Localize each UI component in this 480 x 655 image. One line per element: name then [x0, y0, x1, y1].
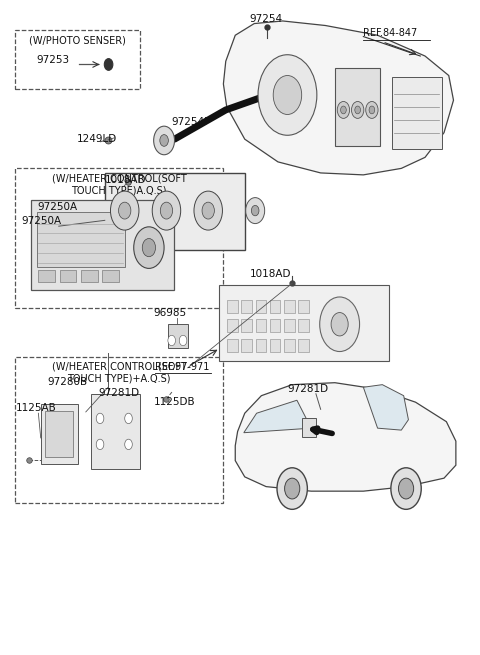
FancyBboxPatch shape [335, 67, 380, 145]
FancyBboxPatch shape [299, 319, 309, 332]
FancyBboxPatch shape [91, 394, 140, 469]
Circle shape [160, 135, 168, 146]
Text: 96985: 96985 [154, 309, 187, 318]
Text: 1125DB: 1125DB [154, 397, 195, 407]
Circle shape [152, 191, 180, 230]
Text: REF.97-971: REF.97-971 [155, 362, 209, 371]
Text: 97281D: 97281D [288, 384, 329, 394]
Polygon shape [301, 419, 316, 437]
Circle shape [252, 206, 259, 215]
FancyBboxPatch shape [227, 339, 238, 352]
Text: 97280B: 97280B [48, 377, 88, 387]
Circle shape [273, 75, 301, 115]
Circle shape [246, 198, 264, 223]
Text: 97254: 97254 [250, 14, 283, 24]
Circle shape [202, 202, 215, 219]
FancyBboxPatch shape [38, 271, 55, 282]
FancyBboxPatch shape [270, 299, 280, 312]
FancyBboxPatch shape [241, 299, 252, 312]
Circle shape [110, 191, 139, 230]
FancyBboxPatch shape [256, 339, 266, 352]
Text: 1018AD: 1018AD [250, 269, 291, 280]
FancyBboxPatch shape [299, 299, 309, 312]
FancyBboxPatch shape [168, 324, 188, 348]
FancyBboxPatch shape [270, 339, 280, 352]
Text: REF.84-847: REF.84-847 [363, 29, 418, 39]
Circle shape [337, 102, 349, 119]
Circle shape [391, 468, 421, 510]
FancyBboxPatch shape [31, 200, 174, 290]
Text: TOUCH TYPE)A.Q.S): TOUCH TYPE)A.Q.S) [71, 185, 167, 195]
Circle shape [104, 59, 113, 70]
FancyBboxPatch shape [270, 319, 280, 332]
Text: 1249LD: 1249LD [76, 134, 117, 143]
Circle shape [96, 440, 104, 449]
FancyBboxPatch shape [105, 173, 245, 250]
Circle shape [134, 227, 164, 269]
Text: (W/HEATER CONTROL(SOFT: (W/HEATER CONTROL(SOFT [52, 174, 186, 183]
Text: 97250A: 97250A [22, 216, 62, 226]
FancyBboxPatch shape [227, 299, 238, 312]
Circle shape [125, 413, 132, 424]
FancyBboxPatch shape [102, 271, 119, 282]
Text: 97254P: 97254P [171, 117, 211, 128]
Text: 1018AD: 1018AD [105, 175, 146, 185]
FancyBboxPatch shape [284, 299, 295, 312]
Text: (W/PHOTO SENSER): (W/PHOTO SENSER) [29, 35, 126, 45]
Circle shape [355, 106, 360, 114]
FancyBboxPatch shape [256, 319, 266, 332]
Text: 97250A: 97250A [37, 202, 78, 212]
Circle shape [142, 238, 156, 257]
Circle shape [331, 312, 348, 336]
FancyBboxPatch shape [284, 319, 295, 332]
Circle shape [258, 55, 317, 136]
Text: TOUCH TYPE)+A.Q.S): TOUCH TYPE)+A.Q.S) [67, 373, 171, 384]
FancyBboxPatch shape [37, 212, 125, 267]
Circle shape [341, 106, 346, 114]
Text: 97253: 97253 [36, 55, 69, 65]
FancyBboxPatch shape [81, 271, 97, 282]
FancyBboxPatch shape [241, 339, 252, 352]
Circle shape [160, 202, 173, 219]
Circle shape [366, 102, 378, 119]
Polygon shape [235, 383, 456, 491]
FancyBboxPatch shape [284, 339, 295, 352]
Circle shape [96, 413, 104, 424]
FancyBboxPatch shape [60, 271, 76, 282]
Polygon shape [363, 384, 408, 430]
FancyBboxPatch shape [219, 285, 389, 362]
Circle shape [194, 191, 222, 230]
Circle shape [119, 202, 131, 219]
Polygon shape [244, 400, 311, 433]
Circle shape [320, 297, 360, 352]
Circle shape [351, 102, 364, 119]
Circle shape [154, 126, 175, 155]
Circle shape [285, 478, 300, 499]
Circle shape [168, 335, 176, 346]
Circle shape [369, 106, 375, 114]
FancyBboxPatch shape [241, 319, 252, 332]
FancyBboxPatch shape [256, 299, 266, 312]
FancyBboxPatch shape [227, 319, 238, 332]
FancyBboxPatch shape [299, 339, 309, 352]
Text: 1125AB: 1125AB [16, 403, 57, 413]
Text: (W/HEATER CONTROL(SOFT: (W/HEATER CONTROL(SOFT [52, 362, 186, 372]
FancyBboxPatch shape [46, 411, 73, 457]
Circle shape [277, 468, 307, 510]
Circle shape [125, 440, 132, 449]
Text: 97281D: 97281D [98, 388, 140, 398]
Circle shape [179, 335, 187, 346]
FancyBboxPatch shape [392, 77, 442, 149]
Polygon shape [223, 21, 454, 175]
Circle shape [398, 478, 414, 499]
FancyBboxPatch shape [41, 404, 78, 464]
